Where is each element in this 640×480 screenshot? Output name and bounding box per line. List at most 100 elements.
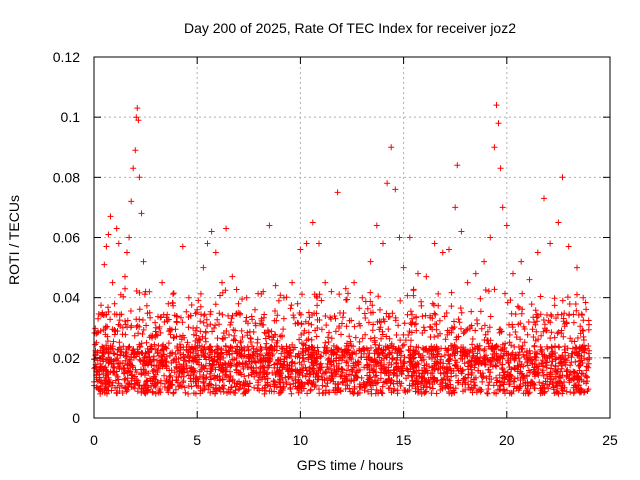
background-point — [184, 339, 191, 346]
background-point — [350, 377, 357, 384]
data-point — [503, 222, 510, 229]
background-point — [386, 313, 393, 320]
background-point — [427, 370, 434, 377]
background-point — [352, 359, 359, 366]
background-point — [245, 372, 252, 379]
background-point — [157, 389, 164, 396]
background-point — [353, 373, 359, 380]
background-point — [116, 360, 123, 367]
background-point — [499, 355, 506, 362]
data-point — [580, 294, 587, 301]
background-point — [108, 360, 115, 367]
background-point — [330, 342, 337, 349]
background-point — [442, 345, 449, 352]
background-point — [542, 358, 549, 365]
background-point — [273, 384, 280, 390]
background-point — [152, 319, 159, 326]
data-point — [400, 264, 407, 271]
background-point — [166, 367, 173, 374]
background-point — [147, 346, 154, 353]
background-point — [122, 318, 128, 325]
data-point — [128, 198, 135, 205]
background-point — [203, 316, 210, 323]
background-point — [524, 348, 530, 355]
background-point — [241, 373, 248, 380]
background-point — [246, 354, 253, 361]
data-point — [309, 219, 316, 226]
background-point — [205, 354, 212, 361]
background-point — [477, 354, 484, 361]
background-point — [133, 369, 140, 376]
background-point — [511, 383, 518, 390]
background-point — [174, 343, 181, 350]
data-point — [328, 288, 335, 295]
background-point — [108, 346, 114, 353]
background-point — [469, 341, 476, 348]
background-point — [564, 345, 571, 352]
background-point — [531, 368, 538, 375]
background-point — [136, 341, 143, 348]
background-point — [388, 340, 395, 347]
background-point — [341, 350, 348, 357]
background-point — [362, 331, 369, 338]
background-point — [122, 285, 128, 292]
background-point — [209, 358, 216, 365]
background-point — [263, 350, 270, 357]
background-point — [143, 339, 150, 346]
background-point — [467, 378, 474, 385]
background-point — [343, 342, 350, 349]
background-point — [178, 314, 184, 321]
background-point — [343, 296, 349, 303]
background-point — [92, 325, 99, 332]
data-point — [452, 204, 459, 211]
background-point — [300, 341, 307, 348]
data-point — [117, 291, 124, 298]
background-point — [298, 331, 305, 338]
background-point — [407, 343, 414, 350]
background-point — [298, 361, 305, 368]
background-point — [435, 365, 442, 372]
background-point — [215, 354, 222, 361]
background-point — [195, 297, 202, 304]
background-point — [124, 387, 131, 393]
background-point — [326, 389, 333, 396]
background-point — [220, 336, 227, 343]
background-point — [461, 349, 468, 356]
background-point — [490, 351, 496, 357]
background-point — [275, 297, 282, 304]
background-point — [459, 367, 466, 374]
background-point — [320, 370, 326, 377]
background-point — [228, 384, 235, 391]
background-point — [504, 387, 510, 394]
background-point — [139, 331, 146, 337]
background-point — [511, 364, 518, 371]
background-point — [373, 363, 380, 370]
y-tick-label: 0.12 — [53, 49, 80, 65]
background-point — [212, 390, 218, 397]
background-point — [331, 363, 337, 369]
data-point — [559, 174, 566, 181]
background-point — [343, 367, 350, 374]
data-point — [99, 309, 106, 316]
background-point — [328, 369, 335, 376]
data-point — [119, 324, 126, 331]
background-point — [136, 356, 143, 363]
background-point — [396, 378, 403, 385]
background-point — [331, 313, 338, 319]
background-point — [104, 323, 111, 330]
background-point — [450, 325, 456, 332]
background-point — [147, 357, 154, 364]
background-point — [171, 356, 178, 363]
background-point — [475, 360, 482, 367]
background-point — [159, 343, 166, 350]
background-point — [131, 348, 138, 355]
background-point — [358, 354, 364, 361]
background-point — [120, 343, 127, 350]
background-point — [532, 307, 539, 314]
background-point — [548, 343, 555, 350]
background-point — [572, 301, 579, 307]
background-point — [332, 328, 339, 335]
background-point — [269, 351, 276, 357]
background-point — [259, 374, 266, 381]
